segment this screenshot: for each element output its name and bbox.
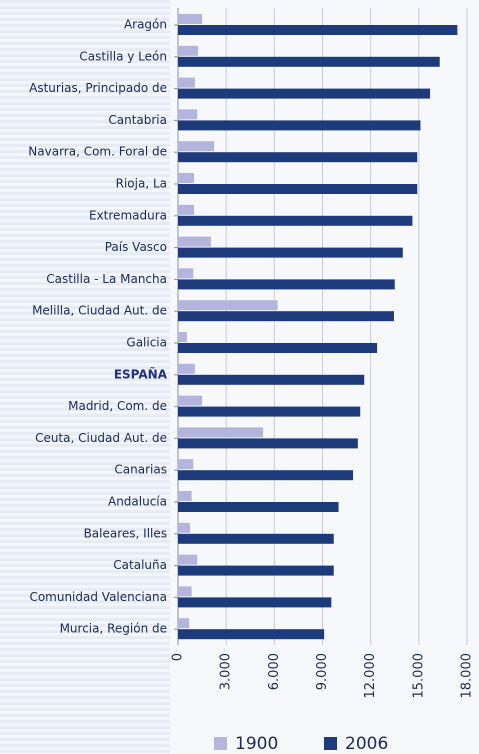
x-tick-label: 3.000: [219, 653, 234, 690]
x-tick-label: 12.000: [363, 653, 378, 699]
x-tick-label: 6.000: [267, 653, 282, 690]
x-tick-label: 18.000: [460, 653, 475, 699]
category-label: Rioja, La: [116, 177, 167, 191]
bar: [178, 88, 431, 99]
x-tick-label: 15.000: [411, 653, 426, 699]
category-label: Ceuta, Ciudad Aut. de: [35, 431, 167, 445]
bar: [178, 14, 203, 24]
bar: [178, 247, 403, 258]
category-label: Comunidad Valenciana: [29, 590, 167, 604]
bar: [178, 363, 195, 374]
bar: [178, 502, 339, 512]
bar: [178, 459, 194, 470]
bar: [178, 279, 395, 290]
bar: [178, 215, 413, 226]
bar: [178, 332, 187, 342]
category-label: Baleares, Illes: [84, 526, 167, 540]
category-label: Murcia, Región de: [60, 622, 167, 636]
category-label: Cantabria: [108, 113, 167, 127]
bar: [178, 470, 354, 481]
bar: [178, 120, 421, 131]
bar: [178, 184, 418, 194]
bar: [178, 522, 191, 533]
x-tick-label: 0: [171, 653, 186, 661]
bar: [178, 45, 199, 56]
x-tick-label: 9.000: [315, 653, 330, 690]
bar: [178, 300, 278, 311]
bar: [178, 597, 332, 608]
bar: [178, 586, 192, 597]
bar: [178, 406, 361, 417]
bar: [178, 204, 195, 215]
bar: [178, 629, 325, 640]
bar: [178, 554, 198, 565]
bar: [178, 77, 195, 88]
bar: [178, 427, 264, 438]
category-label: Castilla - La Mancha: [46, 272, 167, 286]
category-label: Navarra, Com. Foral de: [28, 145, 167, 159]
category-label: Cataluña: [113, 558, 167, 572]
legend-label: 2006: [345, 734, 388, 754]
legend-label: 1900: [235, 734, 278, 754]
bar: [178, 25, 458, 35]
category-label: Extremadura: [89, 208, 167, 222]
bar: [178, 343, 378, 353]
category-label: Castilla y León: [79, 49, 167, 63]
category-label: Canarias: [114, 463, 167, 477]
bar: [178, 395, 203, 406]
category-label: Galicia: [126, 336, 167, 350]
bar: [178, 491, 192, 501]
legend-swatch: [324, 737, 337, 750]
bar: [178, 141, 215, 152]
bar: [178, 152, 418, 163]
category-label: Aragón: [124, 18, 167, 32]
bar: [178, 618, 190, 629]
legend: 1900 2006: [214, 734, 388, 754]
bar: [178, 56, 440, 67]
bar: [178, 311, 394, 322]
bar: [178, 533, 334, 544]
bar: [178, 438, 358, 449]
category-label: Asturias, Principado de: [29, 81, 167, 95]
category-label: ESPAÑA: [114, 366, 168, 381]
bar: [178, 268, 194, 279]
category-label: Andalucía: [108, 495, 167, 509]
bar: [178, 236, 211, 247]
legend-swatch: [214, 737, 227, 750]
bar: [178, 565, 334, 576]
bar: [178, 109, 198, 120]
bar: [178, 374, 365, 385]
category-label: Melilla, Ciudad Aut. de: [32, 304, 167, 318]
category-label: Madrid, Com. de: [68, 399, 167, 413]
bar: [178, 173, 195, 183]
category-label: País Vasco: [105, 240, 167, 254]
